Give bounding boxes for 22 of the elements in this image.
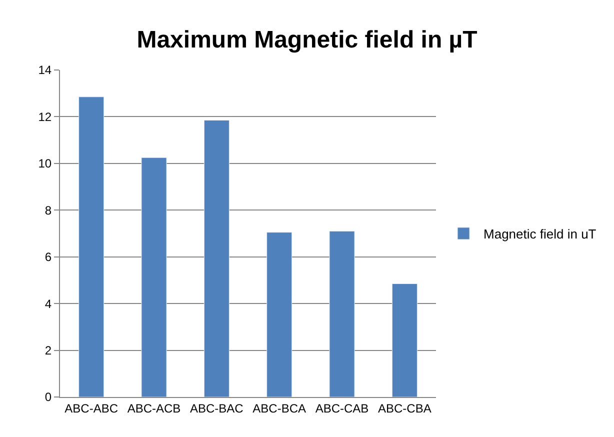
x-tick-label: ABC-CBA: [378, 401, 432, 416]
y-tick-label: 4: [44, 296, 52, 311]
y-tick-label: 8: [44, 203, 52, 218]
bar: [204, 120, 230, 397]
bar: [78, 96, 104, 397]
bar: [141, 157, 167, 397]
y-tick-label: 12: [38, 110, 52, 124]
bar: [329, 230, 355, 397]
y-tick-label: 2: [44, 343, 52, 358]
x-tick-label: ABC-BCA: [252, 401, 306, 416]
x-tick-label: ABC-BAC: [190, 401, 244, 416]
x-tick-label: ABC-CAB: [315, 401, 369, 416]
chart-title: Maximum Magnetic field in µT: [136, 26, 478, 54]
bar: [266, 232, 292, 397]
x-tick-label: ABC-ACB: [127, 401, 181, 416]
y-tick-label: 10: [38, 156, 52, 171]
y-tick-label: 6: [44, 250, 52, 264]
bar: [392, 283, 418, 397]
x-tick-label: ABC-ABC: [64, 401, 118, 416]
y-tick-label: 0: [44, 390, 52, 404]
y-tick-label: 14: [38, 63, 52, 78]
legend-label: Magnetic field in uT: [484, 226, 596, 242]
